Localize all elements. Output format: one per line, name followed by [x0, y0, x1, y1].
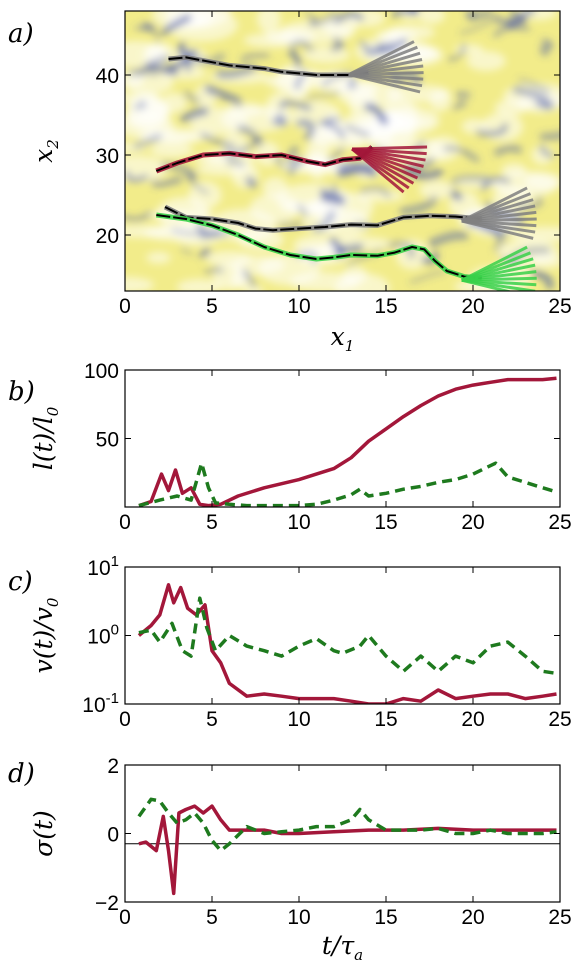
x-tick-label: 25 [548, 295, 571, 318]
trajectory-line [168, 56, 369, 76]
x-tick-label: 10 [287, 511, 310, 534]
y-axis-label: σ(t) [29, 810, 58, 857]
red-solid-series [138, 804, 557, 896]
x-tick-label: 15 [374, 708, 397, 731]
x-tick-label: 10 [287, 906, 310, 929]
red-solid-series [138, 376, 557, 507]
y-tick-label: 2 [107, 755, 119, 778]
series-group [137, 583, 557, 704]
x-tick-label: 0 [119, 708, 131, 731]
x-tick-label: 0 [119, 295, 131, 318]
x-tick-label: 5 [206, 708, 218, 731]
axes-frame [124, 566, 561, 705]
panel-label: a) [8, 19, 34, 49]
x-tick-label: 0 [119, 511, 131, 534]
trajectory-line [164, 206, 482, 232]
x-tick-label: 25 [548, 511, 571, 534]
axes-frame [124, 764, 561, 903]
panel-b: 0 5 10 15 20 25 50 100 l(t)/l0​b) [8, 360, 572, 534]
x-tick-label: 15 [374, 295, 397, 318]
panel-label: b) [8, 377, 35, 407]
x-tick-label: 25 [548, 708, 571, 731]
x-tick-label: 20 [461, 708, 484, 731]
x-tick-label: 0 [119, 906, 131, 929]
x-tick-label: 5 [206, 906, 218, 929]
y-axis-label: x2​ [29, 139, 62, 163]
deformation-segment [348, 73, 421, 94]
y-tick-label: −2 [95, 892, 119, 915]
x-tick-label: 10 [287, 708, 310, 731]
y-tick-label: 100 [84, 360, 119, 383]
panel-label: c) [8, 567, 33, 597]
x-tick-label: 20 [461, 511, 484, 534]
x-tick-label: 5 [206, 511, 218, 534]
green-dashed-series [137, 797, 557, 853]
x-tick-label: 20 [461, 295, 484, 318]
green-dashed-series [138, 461, 557, 507]
y-tick-label: 0 [107, 824, 119, 847]
panel-c: 0 5 10 15 20 25 101​ 100​ 10-1​ v(t)/v0​c) [8, 553, 572, 731]
panel-a: 0 5 10 15 20 25 20 30 40 x1​ x2​ a) [8, 10, 572, 355]
y-axis-label: l(t)/l0​ [29, 406, 62, 470]
trajectory-line [156, 214, 482, 280]
y-tick-label: 100​ [87, 622, 119, 649]
x-axis-label: t/τa​ [322, 931, 363, 964]
x-tick-label: 15 [374, 511, 397, 534]
green-dashed-series [138, 596, 557, 676]
y-tick-label: 20 [96, 225, 119, 248]
x-axis-label: x1​ [331, 322, 355, 355]
y-tick-label: 30 [96, 145, 119, 168]
y-axis-label: v(t)/v0​ [29, 597, 62, 673]
x-tick-label: 15 [374, 906, 397, 929]
x-tick-label: 25 [548, 906, 571, 929]
series-group [138, 376, 557, 507]
y-tick-label: 10-1​ [82, 690, 119, 717]
y-tick-label: 50 [96, 429, 119, 452]
y-tick-label: 101​ [87, 553, 119, 580]
deformation-segment [351, 147, 405, 194]
series-group [155, 40, 537, 291]
trajectory-line [155, 146, 373, 172]
y-tick-label: 40 [96, 65, 119, 88]
x-tick-label: 10 [287, 295, 310, 318]
panel-label: d) [8, 759, 35, 789]
series-group [137, 797, 557, 896]
deformation-segment [461, 278, 513, 291]
x-tick-label: 5 [206, 295, 218, 318]
axes-frame [124, 10, 561, 292]
deformation-segment [461, 219, 534, 240]
x-tick-label: 20 [461, 906, 484, 929]
